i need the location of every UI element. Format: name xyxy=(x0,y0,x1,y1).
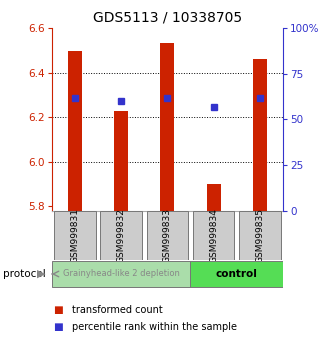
Bar xyxy=(161,43,174,211)
FancyBboxPatch shape xyxy=(52,261,190,287)
FancyBboxPatch shape xyxy=(54,211,96,260)
Text: transformed count: transformed count xyxy=(72,305,163,315)
FancyBboxPatch shape xyxy=(193,211,234,260)
Bar xyxy=(253,59,267,211)
Text: GSM999835: GSM999835 xyxy=(255,208,264,263)
Text: ■: ■ xyxy=(53,305,63,315)
Title: GDS5113 / 10338705: GDS5113 / 10338705 xyxy=(93,10,242,24)
Text: GSM999833: GSM999833 xyxy=(163,208,172,263)
Text: percentile rank within the sample: percentile rank within the sample xyxy=(72,322,236,332)
Text: control: control xyxy=(216,269,258,279)
FancyBboxPatch shape xyxy=(100,211,142,260)
Text: ▶: ▶ xyxy=(37,269,46,279)
Bar xyxy=(114,110,128,211)
FancyBboxPatch shape xyxy=(239,211,281,260)
Bar xyxy=(68,51,82,211)
Text: protocol: protocol xyxy=(3,269,46,279)
Text: Grainyhead-like 2 depletion: Grainyhead-like 2 depletion xyxy=(63,269,179,279)
Text: GSM999834: GSM999834 xyxy=(209,208,218,263)
Text: ■: ■ xyxy=(53,322,63,332)
FancyBboxPatch shape xyxy=(147,211,188,260)
FancyBboxPatch shape xyxy=(190,261,283,287)
Text: GSM999831: GSM999831 xyxy=(70,208,79,263)
Text: GSM999832: GSM999832 xyxy=(117,208,126,263)
Bar xyxy=(207,184,220,211)
